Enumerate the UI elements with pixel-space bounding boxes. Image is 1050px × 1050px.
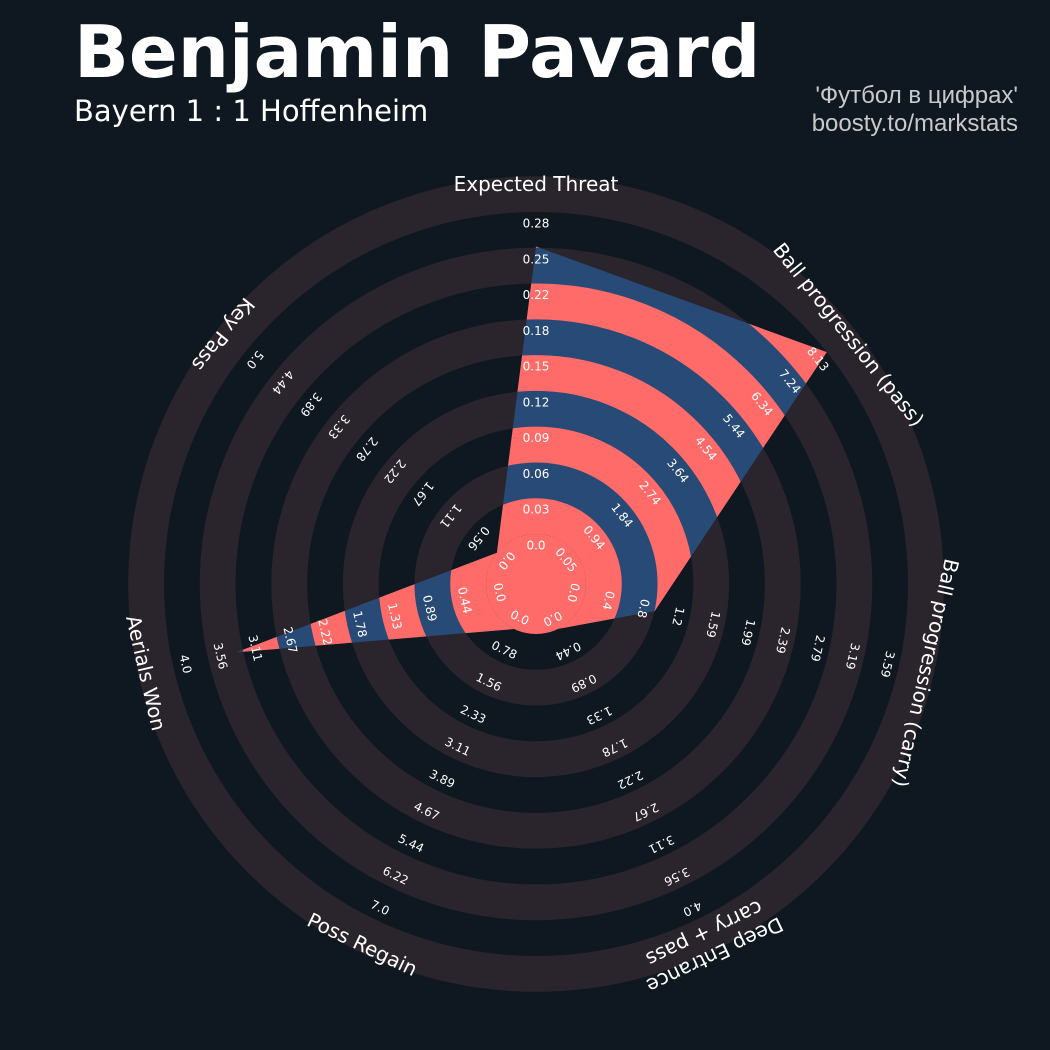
tick-label-aerials-won: 4.0 [177,653,195,675]
tick-label-ball-progression-carry: 2.39 [773,626,793,655]
tick-label-aerials-won: 3.11 [245,634,265,663]
tick-label-deep-entrance-carry-pass: 4.0 [681,898,704,919]
tick-label-expected-threat: 0.15 [523,360,550,374]
tick-label-ball-progression-carry: 3.59 [878,650,898,679]
chart-title: Benjamin Pavard [74,10,761,94]
credit-line-1: 'Футбол в цифрах' [815,82,1018,109]
tick-label-expected-threat: 0.22 [523,288,550,302]
tick-label-expected-threat: 0.03 [523,503,550,517]
tick-label-poss-regain: 5.44 [396,831,426,855]
tick-label-aerials-won: 0.89 [420,594,440,623]
tick-label-expected-threat: 0.28 [523,217,550,231]
tick-label-ball-progression-carry: 1.99 [738,618,758,647]
tick-label-ball-progression-carry: 3.19 [843,642,863,671]
radar-center-disc [486,534,586,634]
tick-label-aerials-won: 2.67 [280,626,300,655]
tick-label-expected-threat: 0.12 [523,395,550,409]
tick-label-ball-progression-carry: 1.2 [669,606,687,628]
tick-label-expected-threat: 0.06 [523,467,550,481]
chart-subtitle: Bayern 1 : 1 Hoffenheim [74,94,429,128]
tick-label-aerials-won: 0.44 [455,586,475,615]
tick-label-expected-threat: 0.18 [523,324,550,338]
tick-label-ball-progression-carry: 0.0 [565,582,583,604]
tick-label-poss-regain: 7.0 [368,897,391,918]
tick-label-aerials-won: 3.56 [211,641,231,670]
category-label-expected-threat: Expected Threat [454,172,619,196]
tick-label-aerials-won: 1.33 [385,602,405,631]
tick-label-expected-threat: 0.0 [526,539,545,553]
tick-label-expected-threat: 0.09 [523,431,550,445]
tick-label-aerials-won: 1.78 [350,610,370,639]
tick-label-ball-progression-carry: 0.8 [634,598,652,620]
tick-label-poss-regain: 3.89 [427,767,457,791]
tick-label-aerials-won: 0.0 [491,582,509,604]
tick-label-ball-progression-carry: 2.79 [808,634,828,663]
tick-label-poss-regain: 0.78 [489,638,519,662]
tick-label-key-pass: 5.0 [243,348,266,372]
credit-block: 'Футбол в цифрах' boosty.to/markstats [812,82,1018,138]
tick-label-poss-regain: 2.33 [458,702,488,726]
tick-label-expected-threat: 0.25 [523,252,550,266]
tick-label-ball-progression-carry: 0.4 [599,590,617,612]
credit-line-2: boosty.to/markstats [811,110,1018,137]
tick-label-ball-progression-carry: 1.59 [703,610,723,639]
tick-label-aerials-won: 2.22 [315,618,335,647]
radar-ring [128,176,944,992]
